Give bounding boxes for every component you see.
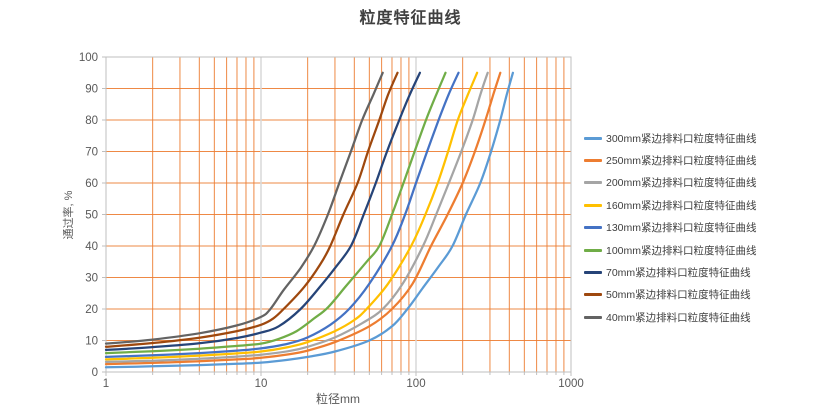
legend-label: 130mm紧边排料口粒度特征曲线 [606,222,757,235]
legend-line-marker [584,315,602,319]
y-tick-label: 50 [85,210,98,222]
y-tick-label: 80 [85,115,98,127]
series-curve[interactable] [104,71,447,355]
chart-title[interactable]: 粒度特征曲线 [359,10,462,27]
legend-line-marker [584,293,602,297]
legend-line-marker [584,226,602,230]
legend-line-marker [584,159,602,163]
x-tick-label: 1000 [558,378,584,390]
legend-item[interactable]: 250mm紧边排料口粒度特征曲线 [584,149,820,171]
y-tick-label: 60 [85,178,98,190]
series-curve[interactable] [104,71,399,348]
y-tick-label: 0 [92,367,98,379]
series-curve[interactable] [104,71,460,359]
series-curve[interactable] [104,71,502,366]
legend-line-marker [584,136,602,140]
series-curve[interactable] [104,71,384,345]
y-tick-label: 20 [85,304,98,316]
y-tick-label: 40 [85,241,98,253]
y-axis-title: 通过率, % [63,190,75,240]
series-curve[interactable] [104,71,479,361]
chart-legend: 300mm紧边排料口粒度特征曲线 250mm紧边排料口粒度特征曲线 200mm紧边排… [584,127,820,329]
y-tick-label: 100 [79,52,98,64]
legend-item[interactable]: 130mm紧边排料口粒度特征曲线 [584,217,820,239]
x-tick-label: 10 [255,378,268,390]
legend-item[interactable]: 70mm紧边排料口粒度特征曲线 [584,261,820,283]
legend-item[interactable]: 160mm紧边排料口粒度特征曲线 [584,194,820,216]
legend-label: 160mm紧边排料口粒度特征曲线 [606,199,757,212]
legend-item[interactable]: 100mm紧边排料口粒度特征曲线 [584,239,820,261]
legend-line-marker [584,248,602,252]
x-tick-label: 1 [103,378,109,390]
legend-label: 100mm紧边排料口粒度特征曲线 [606,244,757,257]
y-tick-label: 30 [85,273,98,285]
legend-label: 40mm紧边排料口粒度特征曲线 [606,311,751,324]
series-curve[interactable] [104,71,422,352]
legend-line-marker [584,181,602,185]
legend-item[interactable]: 200mm紧边排料口粒度特征曲线 [584,172,820,194]
legend-line-marker [584,271,602,275]
legend-label: 250mm紧边排料口粒度特征曲线 [606,155,757,168]
y-tick-label: 90 [85,84,98,96]
x-axis-title: 粒径mm [316,392,360,406]
legend-item[interactable]: 50mm紧边排料口粒度特征曲线 [584,284,820,306]
y-tick-label: 70 [85,147,98,159]
y-tick-label: 10 [85,336,98,348]
legend-line-marker [584,203,602,207]
legend-label: 300mm紧边排料口粒度特征曲线 [606,132,757,145]
legend-label: 200mm紧边排料口粒度特征曲线 [606,177,757,190]
legend-item[interactable]: 300mm紧边排料口粒度特征曲线 [584,127,820,149]
series-curve[interactable] [104,71,489,364]
series-curve[interactable] [104,71,515,369]
legend-label: 70mm紧边排料口粒度特征曲线 [606,267,751,280]
legend-label: 50mm紧边排料口粒度特征曲线 [606,289,751,302]
x-tick-label: 100 [406,378,425,390]
legend-item[interactable]: 40mm紧边排料口粒度特征曲线 [584,306,820,328]
